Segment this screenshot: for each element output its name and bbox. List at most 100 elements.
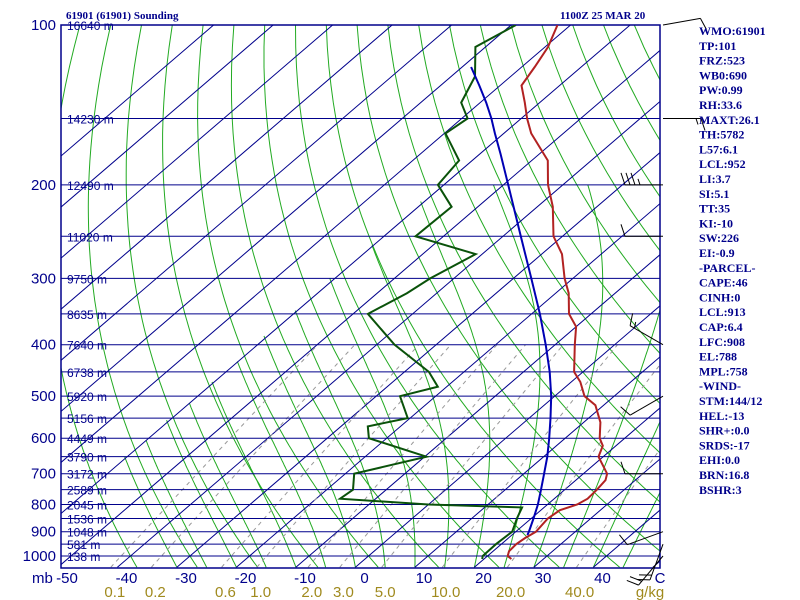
height-label: 2045 m — [67, 499, 107, 513]
pressure-tick-label: 100 — [31, 17, 56, 34]
wind-barb-staff — [627, 531, 664, 546]
dry-adiabat — [197, 25, 379, 568]
index-value: -PARCEL- — [699, 261, 755, 275]
mixing-ratio-line — [576, 448, 660, 568]
mixing-ratio-tick-label: 0.6 — [215, 584, 236, 600]
dry-adiabat — [510, 25, 660, 304]
height-label: 16640 m — [67, 19, 114, 33]
dry-adiabat — [758, 25, 800, 567]
height-label: 1048 m — [67, 526, 107, 540]
wind-barb — [620, 461, 663, 475]
dry-adiabat — [788, 25, 800, 567]
isotherm — [61, 25, 214, 157]
isotherm — [533, 458, 660, 568]
pressure-tick-label: 200 — [31, 177, 56, 194]
mixing-ratio-line — [110, 344, 319, 568]
wind-barb-flag — [700, 118, 706, 131]
temperature-tick-label: -30 — [175, 570, 197, 587]
pressure-tick-label: 500 — [31, 388, 56, 405]
moist-adiabat — [563, 308, 660, 568]
mixing-ratio-tick-label: 5.0 — [375, 584, 396, 600]
index-value: BRN:16.8 — [699, 468, 749, 482]
isotherm — [61, 49, 660, 566]
moist-adiabat — [188, 402, 267, 568]
wind-barb — [629, 313, 664, 346]
isotherm — [474, 407, 660, 568]
wind-barb — [662, 17, 707, 30]
moist-adiabat — [211, 381, 297, 568]
station-title: 61901 (61901) Sounding — [66, 10, 179, 22]
wind-barb — [663, 118, 706, 131]
moist-adiabat — [166, 420, 237, 568]
temperature-unit-label: C — [655, 570, 666, 587]
height-label: 12490 m — [67, 179, 114, 193]
wind-barb-staff — [629, 325, 664, 346]
moist-adiabat — [420, 201, 491, 568]
mixing-ratio-tick-label: 1.0 — [250, 584, 271, 600]
index-value: WMO:61901 — [699, 24, 766, 38]
dry-adiabat — [449, 25, 660, 405]
index-value: CINH:0 — [699, 290, 740, 304]
wind-barb-flag — [619, 534, 628, 546]
isotherm — [61, 25, 631, 515]
height-label: 5156 m — [67, 412, 107, 426]
wind-barb — [620, 224, 663, 237]
wind-barb-flag — [620, 461, 626, 474]
temperature-tick-label: 0 — [360, 570, 368, 587]
index-value: PW:0.99 — [699, 83, 743, 97]
index-value: LFC:908 — [699, 335, 745, 349]
temperature-tick-label: 10 — [416, 570, 433, 587]
pressure-tick-label: 800 — [31, 497, 56, 514]
height-label: 3790 m — [67, 451, 107, 465]
index-value: SRDS:-17 — [699, 438, 750, 452]
sounding-traces — [337, 25, 609, 560]
index-value: STM:144/12 — [699, 394, 762, 408]
mixing-ratio-line — [151, 344, 356, 568]
wind-barb — [626, 555, 664, 586]
wind-barb-flag — [629, 576, 642, 582]
dry-adiabat — [356, 25, 660, 552]
mixing-ratio-line — [221, 344, 420, 568]
index-value: RH:33.6 — [699, 98, 742, 112]
wind-barb — [619, 531, 664, 546]
temperature-tick-label: 30 — [535, 570, 552, 587]
moist-adiabat — [329, 278, 416, 568]
wind-barb-staff — [629, 395, 664, 416]
wind-barb-flag — [626, 579, 639, 586]
dewpoint-line — [337, 25, 524, 560]
wind-barb-flag — [629, 313, 634, 326]
mixing-ratio-line — [307, 344, 498, 568]
moist-adiabat — [263, 335, 356, 568]
dry-adiabat — [295, 25, 560, 568]
index-value: CAPE:46 — [699, 276, 748, 290]
wind-barb-flag — [620, 172, 626, 186]
index-value: KI:-10 — [699, 216, 733, 230]
moist-adiabat — [236, 361, 327, 568]
dry-adiabat — [572, 25, 660, 198]
mixing-ratio-tick-label: 2.0 — [301, 584, 322, 600]
index-value: TT:35 — [699, 202, 730, 216]
temperature-tick-label: 40 — [594, 570, 611, 587]
index-value: EI:-0.9 — [699, 246, 735, 260]
isotherm — [414, 356, 660, 568]
pressure-tick-label: 900 — [31, 524, 56, 541]
temperature-tick-label: 20 — [475, 570, 492, 587]
height-label: 11020 m — [67, 230, 113, 244]
plot-frame — [60, 24, 661, 569]
moist-adiabat — [622, 491, 660, 568]
isotherms — [61, 25, 660, 568]
dry-adiabat — [479, 25, 660, 355]
isotherm — [117, 100, 660, 568]
index-value: MPL:758 — [699, 364, 748, 378]
temperature-tick-label: -50 — [56, 570, 78, 587]
index-value: CAP:6.4 — [699, 320, 743, 334]
wind-barb-half-flag — [695, 118, 699, 125]
mixing-ratio-tick-label: 0.2 — [145, 584, 166, 600]
index-value: SI:5.1 — [699, 187, 729, 201]
dry-adiabat — [325, 25, 620, 568]
index-value: EHI:0.0 — [699, 453, 740, 467]
sounding-time: 1100Z 25 MAR 20 — [560, 10, 646, 22]
height-label: 138 m — [67, 550, 100, 564]
